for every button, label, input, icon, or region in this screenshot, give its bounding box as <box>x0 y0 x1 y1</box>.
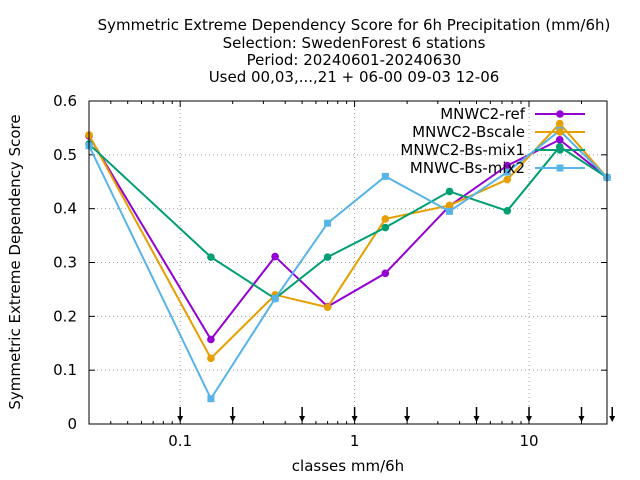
y-axis: 0 0.1 0.2 0.3 0.4 0.5 0.6 <box>53 92 607 433</box>
series-2 <box>85 119 611 363</box>
legend-label: MNWC2-ref <box>440 105 525 123</box>
data-point <box>555 135 564 144</box>
x-axis-label: classes mm/6h <box>292 457 404 475</box>
data-point <box>271 295 279 303</box>
data-point <box>445 201 454 210</box>
threshold-arrow-head <box>578 416 585 422</box>
grid <box>89 101 607 424</box>
y-tick-label: 0.2 <box>53 307 77 325</box>
x-tick-label: 1 <box>350 432 360 450</box>
series-group <box>85 119 611 403</box>
threshold-arrow-head <box>404 416 411 422</box>
x-tick-label: 0.1 <box>168 432 192 450</box>
data-point <box>381 269 390 278</box>
series-3 <box>85 140 611 303</box>
title-line-2: Selection: SwedenForest 6 stations <box>223 34 486 52</box>
data-point <box>381 215 390 223</box>
threshold-arrow-head <box>299 416 306 422</box>
title-line-1: Symmetric Extreme Dependency Score for 6… <box>98 16 611 34</box>
threshold-arrows <box>177 407 616 422</box>
threshold-arrow-head <box>229 416 236 422</box>
y-tick-label: 0.1 <box>53 361 77 379</box>
data-point <box>381 172 389 180</box>
y-tick-label: 0.6 <box>53 92 77 110</box>
data-point <box>323 253 332 261</box>
y-tick-label: 0.3 <box>53 254 77 272</box>
threshold-arrow-head <box>609 416 616 422</box>
legend-swatch-marker <box>556 110 564 118</box>
chart-title: Symmetric Extreme Dependency Score for 6… <box>98 16 611 86</box>
legend-label: MNWC-Bs-mix2 <box>410 159 525 177</box>
x-axis: 0.1 1 10 <box>110 101 583 450</box>
threshold-arrow-head <box>526 416 533 422</box>
legend: MNWC2-refMNWC2-BscaleMNWC2-Bs-mix1MNWC-B… <box>400 105 585 177</box>
title-line-3: Period: 20240601-20240630 <box>247 51 462 69</box>
threshold-arrow-head <box>177 416 184 422</box>
plot-frame <box>88 100 608 425</box>
x-tick-label: 10 <box>519 432 538 450</box>
data-point <box>503 168 511 176</box>
series-4 <box>85 127 611 403</box>
y-tick-label: 0.5 <box>53 146 77 164</box>
data-point <box>445 207 453 215</box>
data-point <box>445 187 454 196</box>
data-point <box>207 395 215 403</box>
y-axis-label: Symmetric Extreme Dependency Score <box>6 114 24 409</box>
data-point <box>207 335 215 344</box>
legend-swatch-marker <box>556 146 564 154</box>
y-tick-label: 0.4 <box>53 200 77 218</box>
data-point <box>381 223 390 232</box>
data-point <box>207 354 215 363</box>
threshold-arrow-head <box>351 416 358 422</box>
series-line <box>88 122 608 360</box>
data-point <box>207 253 215 261</box>
series-1 <box>85 132 611 344</box>
data-point <box>555 119 564 128</box>
legend-label: MNWC2-Bscale <box>412 123 525 141</box>
data-point <box>503 175 512 184</box>
data-point <box>503 161 512 170</box>
threshold-arrow-head <box>473 416 480 422</box>
legend-label: MNWC2-Bs-mix1 <box>400 141 525 159</box>
title-line-4: Used 00,03,...,21 + 06-00 09-03 12-06 <box>209 68 500 86</box>
data-point <box>324 219 332 227</box>
data-point <box>271 252 279 261</box>
y-tick-label: 0 <box>67 415 77 433</box>
legend-swatch-marker <box>556 128 564 136</box>
legend-swatch-marker <box>556 164 564 172</box>
data-point <box>503 207 512 215</box>
data-point <box>323 303 332 311</box>
